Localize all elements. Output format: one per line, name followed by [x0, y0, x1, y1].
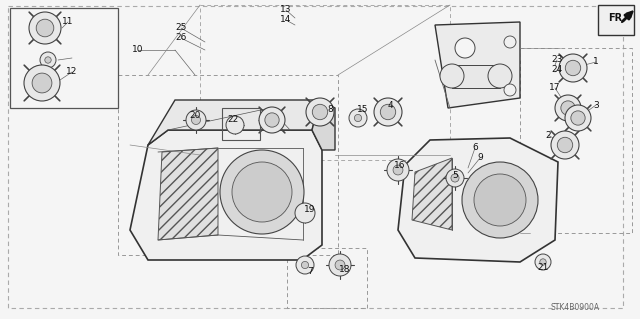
Circle shape [295, 203, 315, 223]
Polygon shape [312, 100, 335, 150]
Circle shape [462, 162, 538, 238]
Text: 4: 4 [387, 100, 393, 109]
Circle shape [186, 110, 206, 130]
Circle shape [504, 36, 516, 48]
Bar [118, 75, 338, 255]
Circle shape [301, 261, 308, 269]
Circle shape [259, 107, 285, 133]
Circle shape [32, 73, 52, 93]
Circle shape [329, 254, 351, 276]
Circle shape [40, 52, 56, 68]
Circle shape [488, 64, 512, 88]
Text: 12: 12 [67, 68, 77, 77]
Circle shape [440, 64, 464, 88]
Polygon shape [130, 130, 322, 260]
Polygon shape [148, 100, 320, 145]
Circle shape [557, 137, 573, 153]
Polygon shape [435, 22, 520, 108]
Circle shape [296, 256, 314, 274]
Bar [598, 5, 634, 35]
Circle shape [555, 95, 581, 121]
Circle shape [387, 159, 409, 181]
Text: 23: 23 [551, 56, 563, 64]
Text: 26: 26 [175, 33, 187, 42]
Circle shape [559, 54, 587, 82]
Text: 24: 24 [552, 65, 563, 75]
Circle shape [380, 104, 396, 120]
Circle shape [312, 104, 328, 120]
Text: 3: 3 [593, 100, 599, 109]
Text: 9: 9 [477, 153, 483, 162]
Circle shape [306, 98, 334, 126]
Circle shape [565, 105, 591, 131]
Circle shape [355, 115, 362, 122]
Bar [200, 5, 450, 160]
Text: 20: 20 [189, 110, 201, 120]
Text: 17: 17 [549, 84, 561, 93]
Text: 8: 8 [327, 106, 333, 115]
Polygon shape [452, 65, 500, 88]
Circle shape [446, 169, 464, 187]
Circle shape [220, 150, 304, 234]
Text: STK4B0900A: STK4B0900A [550, 303, 600, 313]
Text: 16: 16 [394, 160, 406, 169]
Text: 13: 13 [280, 5, 292, 14]
Circle shape [265, 113, 279, 127]
Polygon shape [158, 148, 218, 240]
Circle shape [561, 101, 575, 115]
Circle shape [349, 109, 367, 127]
Circle shape [232, 162, 292, 222]
Circle shape [535, 254, 551, 270]
Circle shape [540, 259, 546, 265]
Bar [10, 8, 118, 108]
Text: 18: 18 [339, 265, 351, 275]
Circle shape [29, 12, 61, 44]
Polygon shape [412, 158, 452, 230]
Polygon shape [398, 138, 558, 262]
Text: 6: 6 [472, 144, 478, 152]
Bar [222, 108, 260, 140]
Text: 14: 14 [280, 16, 292, 25]
Text: 2: 2 [545, 130, 551, 139]
Circle shape [451, 174, 459, 182]
Circle shape [571, 111, 585, 125]
Circle shape [565, 60, 580, 76]
Bar [287, 248, 367, 308]
Circle shape [374, 98, 402, 126]
Circle shape [551, 131, 579, 159]
Text: 10: 10 [132, 46, 144, 55]
Text: FR.: FR. [608, 13, 626, 23]
Text: 5: 5 [452, 170, 458, 180]
Circle shape [24, 65, 60, 101]
Circle shape [393, 165, 403, 175]
Text: 21: 21 [538, 263, 548, 272]
Circle shape [36, 19, 54, 37]
Text: 25: 25 [175, 24, 187, 33]
Text: 11: 11 [62, 18, 74, 26]
Circle shape [191, 115, 200, 124]
Circle shape [504, 84, 516, 96]
Text: 19: 19 [304, 205, 316, 214]
Circle shape [474, 174, 526, 226]
Circle shape [455, 38, 475, 58]
Circle shape [226, 116, 244, 134]
Text: 15: 15 [357, 106, 369, 115]
Circle shape [335, 260, 345, 270]
Bar [520, 48, 632, 233]
Circle shape [45, 57, 51, 63]
Text: 1: 1 [593, 57, 599, 66]
Text: 7: 7 [307, 268, 313, 277]
Text: 22: 22 [227, 115, 239, 124]
